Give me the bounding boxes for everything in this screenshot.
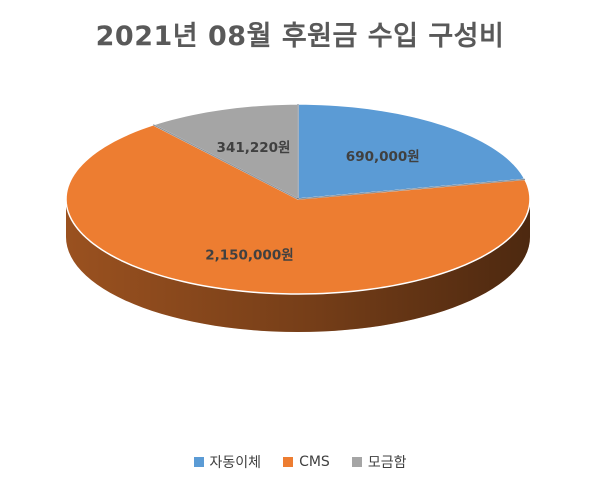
legend-item-2: 모금함 (351, 452, 407, 472)
chart-title: 2021년 08월 후원금 수입 구성비 (95, 21, 505, 52)
pie-sides (66, 199, 530, 332)
pie-slice-2 (152, 103, 299, 200)
data-label-2: 341,220원 (217, 140, 291, 156)
pie-slice-edge-2 (152, 124, 299, 200)
pie-labels: 690,000원 2,150,000원 341,220원 (205, 140, 420, 263)
legend-swatch-2 (351, 457, 362, 467)
pie-tops (65, 103, 531, 295)
pie-slice-edge-1 (297, 178, 526, 200)
data-label-1: 2,150,000원 (205, 247, 293, 263)
legend-label-2: 모금함 (367, 455, 407, 471)
legend-label-0: 자동이체 (209, 455, 262, 471)
pie-slice-0 (297, 103, 526, 200)
legend-item-0: 자동이체 (193, 452, 262, 472)
pie-slice-1 (65, 124, 531, 295)
legend-label-1: CMS (299, 454, 330, 470)
pie-side-shade-1 (66, 199, 530, 332)
legend: 자동이체 CMS 모금함 (0, 452, 600, 472)
legend-item-1: CMS (283, 452, 330, 472)
legend-swatch-1 (283, 457, 294, 467)
legend-swatch-0 (193, 457, 204, 467)
data-label-0: 690,000원 (346, 149, 420, 165)
